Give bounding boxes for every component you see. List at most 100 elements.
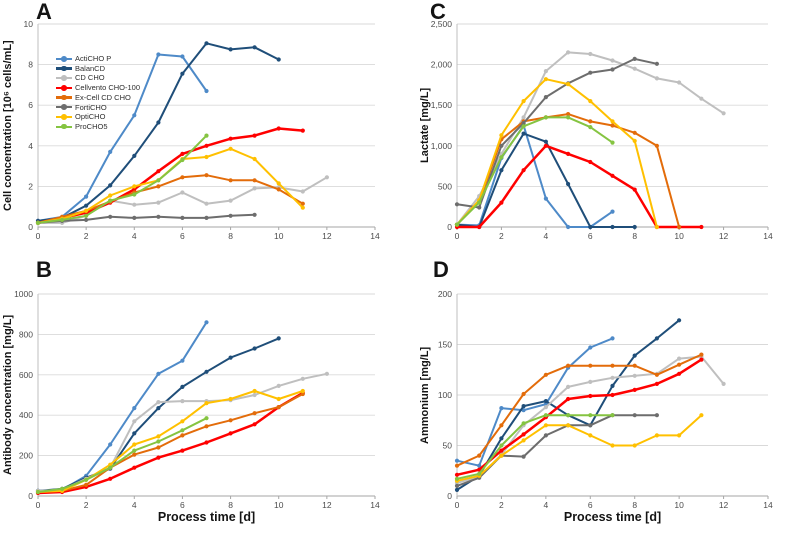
legend-marker-icon [56,84,72,91]
series-line-forticho [456,57,658,209]
data-point [132,215,137,220]
data-point [610,209,615,214]
x-tick-label: 14 [370,500,380,510]
data-point [108,476,113,481]
y-tick-label: 400 [19,410,33,420]
legend-label: ProCHO5 [75,121,108,131]
data-point [276,383,281,388]
data-point [677,433,682,438]
data-point [228,355,233,360]
data-point [588,379,593,384]
legend-marker-icon [56,113,72,120]
data-point [132,442,137,447]
data-point [108,183,113,188]
data-point [180,54,185,59]
data-point [156,455,161,460]
data-point [276,336,281,341]
data-point [228,178,233,183]
x-tick-label: 2 [84,500,89,510]
data-point [132,192,137,197]
data-point [499,168,504,173]
data-point [499,200,504,205]
x-tick-label: 0 [36,500,41,510]
y-axis-title-cell-concentration: Cell concentration [10⁶ cells/mL] [2,40,14,211]
data-point [677,362,682,367]
data-point [654,61,659,66]
legend-item: CD CHO [56,73,140,83]
data-point [521,168,526,173]
data-point [252,411,257,416]
data-point [543,423,548,428]
data-point [300,128,305,133]
panel-cell-concentration: A Cell concentration [10⁶ cells/mL] 0 2 4 6… [2,0,392,252]
data-point [543,196,548,201]
data-point [204,154,209,160]
data-point [632,56,637,62]
legend-marker-icon [56,104,72,111]
y-tick-label: 0 [28,491,33,501]
data-point [252,178,257,183]
data-point [228,146,233,151]
data-point [543,69,548,74]
data-point [180,448,185,453]
data-point [499,143,504,148]
data-point [610,413,615,418]
y-axis-title-lactate: Lactate [mg/L] [419,87,431,164]
x-tick-label: 8 [632,231,637,241]
y-tick-label: 200 [19,451,33,461]
series-line-cellvento-cho-100 [36,127,305,225]
data-point [300,201,305,206]
data-point [132,465,137,470]
data-point [566,151,571,156]
y-tick-label: 100 [438,390,452,400]
series-line-ex-cell-cd-cho [456,353,703,467]
x-tick-label: 8 [228,231,233,241]
data-point [156,169,161,174]
data-point [252,422,257,427]
x-tick-label: 10 [674,500,684,510]
data-point [499,155,504,160]
legend-marker-icon [56,65,72,72]
data-point [204,369,209,374]
data-point [454,472,460,477]
data-point [132,113,137,118]
data-point [632,224,637,230]
data-point [632,187,637,192]
data-point [132,431,137,436]
data-point [654,413,659,418]
data-point [543,115,548,120]
data-point [156,439,161,444]
legend-item: ProCHO5 [56,122,140,132]
panel-ammonium: D Ammonium [mg/L] Process time [d] 0 50 10… [393,255,783,533]
data-point [610,392,615,398]
data-point [610,119,615,124]
data-point [132,187,137,192]
legend-label: Cellvento CHO-100 [75,83,141,93]
data-point [84,194,89,199]
legend-label: FortiCHO [75,102,107,112]
x-tick-label: 6 [180,500,185,510]
data-point [654,76,659,81]
data-point [276,181,281,186]
data-point [521,99,526,104]
data-point [156,400,161,405]
y-tick-label: 8 [28,60,33,70]
data-point [108,149,113,154]
data-point [108,198,113,203]
data-point [632,413,637,418]
x-tick-label: 4 [543,500,548,510]
panel-letter-a: A [36,0,52,24]
data-point [499,406,504,411]
data-point [180,433,185,438]
data-point [543,143,548,148]
legend-marker-icon [56,123,72,130]
data-point [610,443,615,448]
data-point [252,392,257,398]
x-tick-label: 8 [632,500,637,510]
data-point [180,71,185,76]
y-tick-label: 200 [438,289,452,299]
data-point [588,99,593,104]
data-point [632,130,637,135]
data-point [566,50,571,55]
